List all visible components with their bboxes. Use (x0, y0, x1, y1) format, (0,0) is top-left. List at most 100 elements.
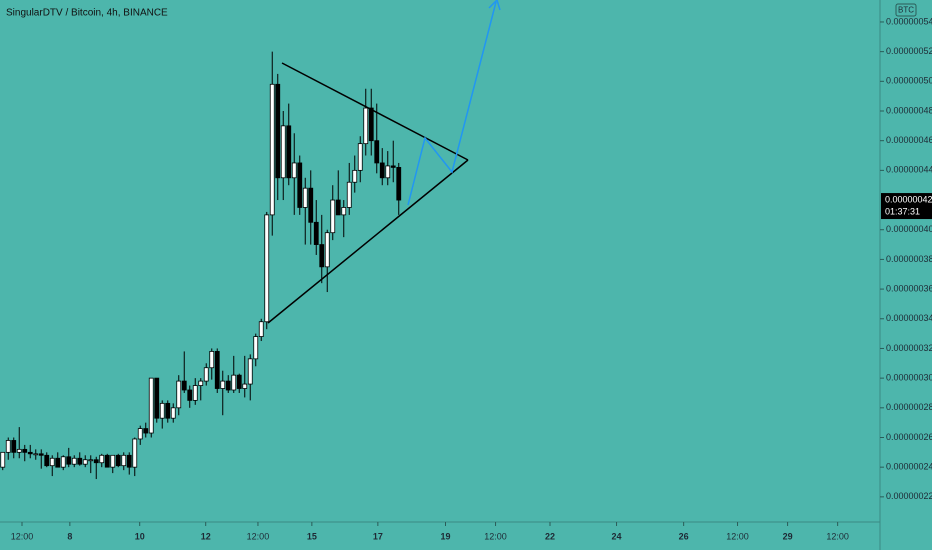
projection (407, 0, 501, 206)
candle-body (181, 380, 187, 391)
candle-body (247, 358, 253, 385)
candle-body (44, 454, 50, 467)
y-tick-label: 0.00000030 (886, 373, 932, 383)
candle-body (198, 380, 204, 386)
x-tick-label: 26 (679, 531, 689, 541)
candle-body (187, 389, 193, 401)
x-tick-label: 17 (373, 531, 383, 541)
y-tick-label: 0.00000028 (886, 402, 932, 412)
x-tick-label: 10 (135, 531, 145, 541)
candle-body (280, 125, 286, 179)
y-tick-label: 0.00000054 (886, 16, 932, 26)
candle-body (357, 143, 363, 171)
last-price-label: 0.00000042 (885, 194, 932, 204)
candle-body (258, 321, 264, 337)
candle-body (308, 187, 314, 223)
projection-arrow (488, 0, 501, 11)
candle-body (192, 385, 198, 401)
candle-body (165, 402, 171, 419)
x-tick-label: 12:00 (826, 531, 849, 541)
y-tick-label: 0.00000022 (886, 491, 932, 501)
candle-body (176, 380, 182, 409)
candle-body (297, 162, 303, 208)
y-tick-label: 0.00000048 (886, 105, 932, 115)
candle-body (110, 454, 116, 468)
candle-body (132, 438, 138, 468)
x-tick-label: 12 (201, 531, 211, 541)
candle-body (324, 232, 330, 268)
candle-body (253, 336, 259, 360)
y-tick-label: 0.00000038 (886, 254, 932, 264)
candle-body (269, 83, 275, 216)
candle-body (159, 402, 165, 419)
candle-body (38, 453, 44, 456)
candle-body (242, 383, 248, 389)
candle-body (335, 199, 341, 216)
y-tick-label: 0.00000032 (886, 343, 932, 353)
candle-body (137, 428, 143, 440)
candle-body (385, 165, 391, 179)
candle-body (390, 165, 396, 168)
x-tick-label: 29 (783, 531, 793, 541)
candle-body (352, 169, 358, 183)
candle-body (126, 454, 132, 468)
candle-body (11, 440, 17, 453)
candle-body (209, 351, 215, 369)
candle-body (313, 221, 319, 245)
candle-body (275, 83, 281, 179)
candle-body (214, 351, 220, 389)
candle-body (225, 380, 231, 391)
x-tick-label: 12:00 (726, 531, 749, 541)
candle-body (55, 457, 61, 468)
y-tick-label: 0.00000024 (886, 462, 932, 472)
candle-body (379, 162, 385, 179)
candle-body (154, 377, 160, 419)
y-tick-label: 0.00000044 (886, 165, 932, 175)
candle-body (231, 374, 237, 391)
candle-body (16, 448, 22, 453)
y-tick-label: 0.00000046 (886, 135, 932, 145)
candle-body (396, 166, 402, 201)
candle-body (341, 207, 347, 216)
candle-body (27, 451, 33, 455)
candle-body (203, 367, 209, 382)
candle-body (88, 459, 94, 462)
candle-body (368, 107, 374, 142)
y-tick-label: 0.00000026 (886, 432, 932, 442)
candle-body (0, 451, 6, 468)
candle-body (291, 162, 297, 179)
candle-body (148, 377, 154, 434)
upper-trendline (281, 62, 469, 161)
x-tick-label: 12:00 (247, 531, 270, 541)
candle-body (93, 459, 99, 464)
x-tick-label: 15 (307, 531, 317, 541)
candle-body (33, 453, 39, 456)
candle-body (264, 214, 270, 323)
y-tick-label: 0.00000036 (886, 283, 932, 293)
candle-body (374, 140, 380, 164)
countdown-label: 01:37:31 (885, 206, 920, 216)
candle-body (286, 125, 292, 179)
candle-body (170, 407, 176, 419)
x-tick-label: 19 (440, 531, 450, 541)
triangle-drawing (267, 62, 469, 324)
candle-body (143, 428, 149, 434)
y-tick-label: 0.00000050 (886, 76, 932, 86)
candle-body (5, 440, 11, 453)
candle-body (121, 454, 127, 467)
chart-title: SingularDTV / Bitcoin, 4h, BINANCE (6, 8, 168, 19)
candle-body (66, 456, 72, 465)
candle-body (346, 181, 352, 208)
candle-body (115, 454, 121, 467)
candle-body (49, 457, 55, 467)
candle-body (319, 244, 325, 268)
x-tick-label: 12:00 (484, 531, 507, 541)
last-price-box (881, 193, 932, 220)
candle-body (220, 380, 226, 389)
candle-body (363, 107, 369, 145)
projection-path (407, 1, 497, 206)
candle-body (77, 457, 83, 465)
